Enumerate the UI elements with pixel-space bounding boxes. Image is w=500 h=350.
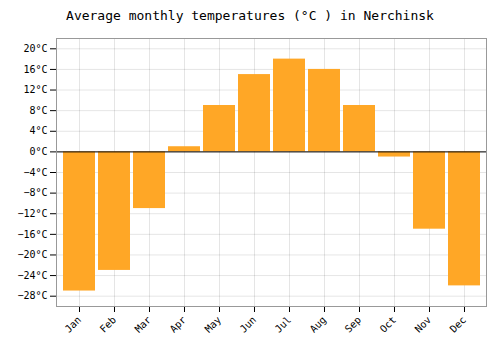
svg-text:16°C: 16°C (23, 64, 47, 75)
svg-text:Aug: Aug (308, 314, 329, 335)
svg-text:−8°C: −8°C (23, 187, 47, 198)
svg-text:−4°C: −4°C (23, 167, 47, 178)
svg-text:Jul: Jul (273, 314, 294, 335)
svg-text:Nov: Nov (413, 314, 434, 335)
svg-text:Sep: Sep (343, 314, 364, 335)
svg-text:Oct: Oct (378, 314, 399, 335)
svg-text:4°C: 4°C (29, 125, 47, 136)
svg-text:−12°C: −12°C (17, 208, 47, 219)
svg-text:20°C: 20°C (23, 43, 47, 54)
svg-text:−24°C: −24°C (17, 270, 47, 281)
svg-text:12°C: 12°C (23, 84, 47, 95)
svg-text:Jun: Jun (238, 314, 259, 335)
svg-text:Feb: Feb (98, 314, 119, 335)
svg-text:Jan: Jan (63, 314, 84, 335)
svg-text:May: May (203, 314, 224, 335)
svg-text:8°C: 8°C (29, 105, 47, 116)
svg-text:Apr: Apr (168, 314, 189, 335)
svg-text:−28°C: −28°C (17, 290, 47, 301)
svg-text:Mar: Mar (133, 314, 154, 335)
svg-text:0°C: 0°C (29, 146, 47, 157)
svg-text:Dec: Dec (448, 314, 469, 335)
svg-text:−20°C: −20°C (17, 249, 47, 260)
svg-text:−16°C: −16°C (17, 229, 47, 240)
html-text:Average monthly temperatures (: Average monthly temperatures (°C ) in Ne… (66, 8, 434, 23)
